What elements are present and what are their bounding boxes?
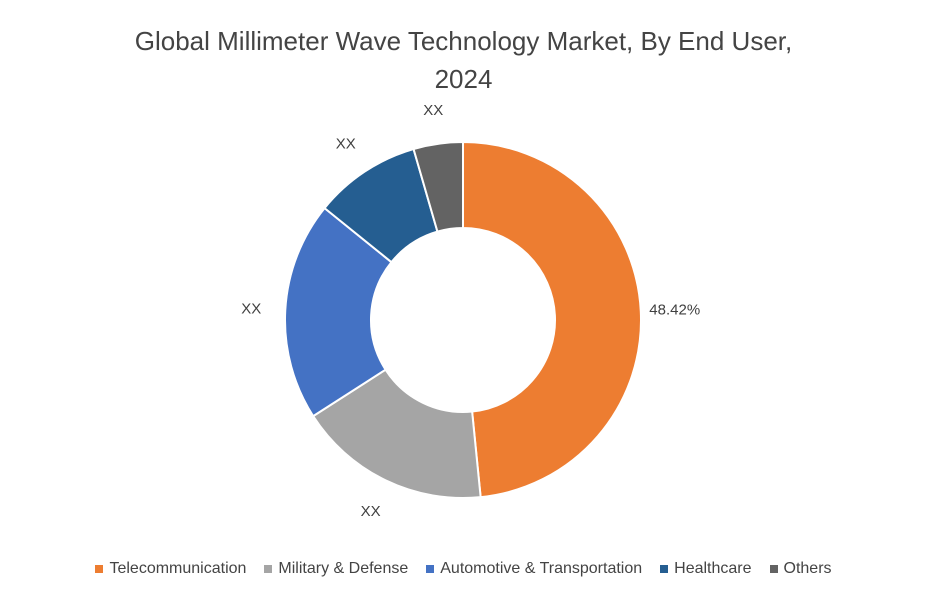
legend-swatch (426, 565, 435, 573)
data-label: XX (361, 503, 381, 520)
legend: Telecommunication Military & Defense Autom… (0, 560, 927, 578)
legend-label: Others (783, 560, 832, 577)
legend-label: Automotive & Transportation (440, 560, 643, 577)
legend-label: Military & Defense (278, 560, 409, 577)
legend-swatch (264, 565, 273, 573)
legend-label: Healthcare (674, 560, 752, 577)
legend-item: Military & Defense (264, 560, 408, 578)
legend-item: Telecommunication (95, 560, 246, 578)
data-label: XX (241, 300, 261, 317)
data-label: XX (336, 135, 356, 152)
chart-title: Global Millimeter Wave Technology Market… (0, 22, 927, 98)
legend-item: Healthcare (660, 560, 752, 578)
legend-item: Others (769, 560, 832, 578)
legend-swatch (769, 565, 778, 573)
legend-swatch (660, 565, 669, 573)
donut-slice-automotive-transportation (284, 206, 393, 418)
chart-title-line-1: Global Millimeter Wave Technology Market… (134, 26, 793, 56)
legend-swatch (95, 565, 104, 573)
donut-slice-others (412, 140, 464, 233)
donut-slice-military-defense (311, 368, 482, 499)
data-label: XX (423, 102, 443, 119)
chart-title-line-2: 2024 (434, 64, 493, 94)
donut-slice-telecommunication (462, 140, 642, 499)
legend-item: Automotive & Transportation (426, 560, 642, 578)
data-label: 48.42% (649, 301, 700, 318)
legend-label: Telecommunication (109, 560, 247, 577)
